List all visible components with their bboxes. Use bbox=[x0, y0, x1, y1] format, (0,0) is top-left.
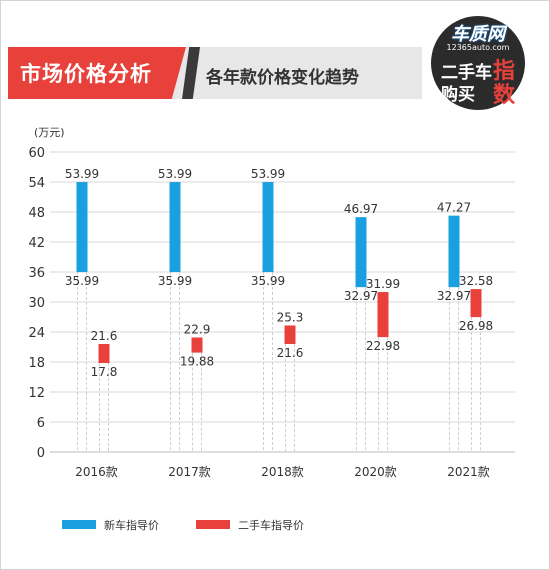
new-car-high-label: 53.99 bbox=[158, 167, 192, 181]
used-car-high-label: 21.6 bbox=[91, 329, 118, 343]
used-car-bar bbox=[377, 292, 389, 338]
new-car-low-label: 32.97 bbox=[344, 289, 378, 303]
y-tick-label: 24 bbox=[28, 326, 45, 341]
used-car-high-label: 25.3 bbox=[277, 311, 304, 325]
y-tick-label: 12 bbox=[28, 386, 45, 401]
y-tick-label: 0 bbox=[37, 446, 45, 461]
legend-swatch-used-car bbox=[196, 520, 230, 529]
used-car-bar bbox=[470, 289, 482, 318]
logo-text-d: 数 bbox=[493, 83, 516, 108]
used-car-high-label: 22.9 bbox=[184, 323, 211, 337]
new-car-high-label: 53.99 bbox=[65, 167, 99, 181]
header-red-block bbox=[8, 47, 186, 99]
guide-lines bbox=[77, 272, 481, 452]
new-car-high-label: 53.99 bbox=[251, 167, 285, 181]
new-car-high-label: 46.97 bbox=[344, 202, 378, 216]
labels-layer: 53.99 35.99 21.6 17.8 53.99 35.99 22.9 19.88 53.… bbox=[65, 167, 493, 379]
legend-swatch-new-car bbox=[62, 520, 96, 529]
legend: 新车指导价 二手车指导价 bbox=[62, 518, 304, 532]
used-car-bar bbox=[191, 337, 203, 353]
used-car-high-label: 31.99 bbox=[366, 277, 400, 291]
bars-layer bbox=[76, 182, 482, 363]
y-tick-label: 54 bbox=[28, 176, 45, 191]
new-car-low-label: 35.99 bbox=[158, 274, 192, 288]
logo-text-b: 指 bbox=[493, 59, 516, 84]
logo-text-c: 购买 bbox=[441, 85, 475, 105]
new-car-bar bbox=[448, 215, 460, 288]
main-title: 市场价格分析 bbox=[20, 62, 152, 86]
new-car-bar bbox=[355, 217, 367, 288]
unit-label: (万元) bbox=[34, 126, 65, 139]
y-tick-label: 18 bbox=[28, 356, 45, 371]
used-car-bar bbox=[98, 344, 110, 363]
grid-layer bbox=[50, 151, 515, 423]
sub-title: 各年款价格变化趋势 bbox=[206, 68, 359, 88]
used-car-low-label: 19.88 bbox=[180, 355, 214, 369]
x-category-label: 2016款 bbox=[75, 465, 118, 479]
new-car-bar bbox=[262, 182, 274, 273]
used-car-bar bbox=[284, 325, 296, 344]
new-car-high-label: 47.27 bbox=[437, 201, 471, 215]
legend-label-new-car: 新车指导价 bbox=[104, 518, 159, 532]
used-car-low-label: 21.6 bbox=[277, 346, 304, 360]
y-tick-label: 36 bbox=[28, 266, 45, 281]
x-category-label: 2021款 bbox=[447, 465, 490, 479]
x-category-label: 2020款 bbox=[354, 465, 397, 479]
logo-text-a: 二手车 bbox=[441, 63, 492, 83]
legend-label-used-car: 二手车指导价 bbox=[238, 518, 304, 532]
logo-brand-text: 车质网 bbox=[451, 24, 505, 45]
used-car-low-label: 26.98 bbox=[459, 319, 493, 333]
axis-layer: 0 6 12 18 24 30 36 42 48 54 60 2016款 2017款 2018款 2020款… bbox=[28, 146, 515, 479]
brand-logo: 车质网 12365auto.com 二手车 指 购买 数 bbox=[423, 10, 533, 110]
x-category-label: 2017款 bbox=[168, 465, 211, 479]
new-car-bar bbox=[169, 182, 181, 273]
used-car-low-label: 22.98 bbox=[366, 339, 400, 353]
used-car-low-label: 17.8 bbox=[91, 365, 118, 379]
y-tick-label: 48 bbox=[28, 206, 45, 221]
y-tick-label: 6 bbox=[37, 416, 45, 431]
logo-url-text: 12365auto.com bbox=[446, 43, 510, 52]
new-car-bar bbox=[76, 182, 88, 273]
y-tick-label: 30 bbox=[28, 296, 45, 311]
y-tick-label: 42 bbox=[28, 236, 45, 251]
logo-badge bbox=[431, 16, 525, 110]
new-car-low-label: 32.97 bbox=[437, 289, 471, 303]
used-car-high-label: 32.58 bbox=[459, 274, 493, 288]
new-car-low-label: 35.99 bbox=[65, 274, 99, 288]
new-car-low-label: 35.99 bbox=[251, 274, 285, 288]
x-category-label: 2018款 bbox=[261, 465, 304, 479]
y-tick-label: 60 bbox=[28, 146, 45, 161]
